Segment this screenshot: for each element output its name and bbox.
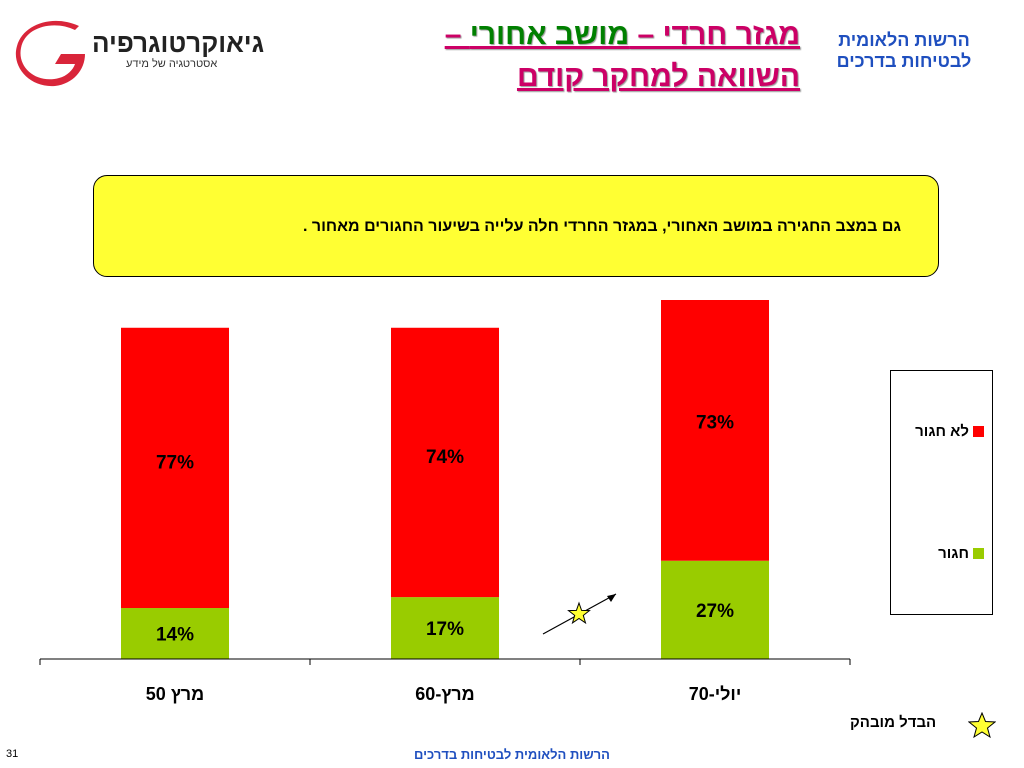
star-icon	[968, 712, 996, 738]
legend-label-not-belted: לא חגור	[915, 423, 969, 440]
data-label-belted-2: 27%	[696, 601, 734, 622]
x-tick-label-0: מרץ 50	[146, 684, 204, 704]
data-label-not-belted-1: 74%	[426, 447, 464, 468]
title-part-sector: מגזר חרדי –	[629, 18, 800, 51]
bar-not-belted-0	[121, 327, 229, 609]
bar-belted-0	[121, 608, 229, 659]
data-label-not-belted-0: 77%	[156, 452, 194, 473]
legend-label-belted: חגור	[938, 545, 969, 562]
data-label-belted-1: 17%	[426, 619, 464, 640]
logo-wordmark: גיאוקרטוגרפיה	[92, 28, 265, 58]
star-icon	[567, 601, 591, 625]
logo-tagline: אסטרטגיה של מידע	[126, 58, 218, 70]
page-title-line1: מגזר חרדי – מושב אחורי –	[445, 18, 800, 52]
data-label-not-belted-2: 73%	[696, 413, 734, 434]
significance-marker	[542, 593, 617, 635]
significance-legend-label: הבדל מובהק	[850, 714, 937, 731]
org-name-line2: לבטיחות בדרכים	[836, 51, 972, 71]
footer-org: הרשות הלאומית לבטיחות בדרכים	[414, 747, 610, 762]
org-name-line1: הרשות הלאומית	[838, 30, 970, 50]
chart-legend: לא חגור חגור	[890, 370, 993, 615]
x-tick-label-1: מרץ-60	[415, 684, 474, 704]
bar-belted-2	[661, 560, 769, 659]
legend-item-belted: חגור	[938, 545, 984, 562]
title-part-backseat: מושב אחורי	[469, 18, 630, 51]
trend-arrow-head-icon	[607, 594, 616, 602]
legend-swatch-red	[973, 426, 984, 437]
legend-swatch-green	[973, 548, 984, 559]
summary-callout-box	[93, 175, 939, 277]
org-name: הרשות הלאומית לבטיחות בדרכים	[824, 30, 984, 72]
page-title-line2: השוואה למחקר קודם	[516, 60, 800, 93]
summary-callout-text: גם במצב החגירה במושב האחורי, במגזר החרדי…	[302, 218, 901, 235]
bar-not-belted-2	[661, 300, 769, 561]
x-tick-label-2: יולי-70	[689, 684, 742, 704]
data-label-belted-0: 14%	[156, 625, 194, 646]
legend-item-not-belted: לא חגור	[915, 423, 984, 440]
logo-mark-icon	[15, 20, 85, 87]
bar-belted-1	[391, 597, 499, 659]
bar-not-belted-1	[391, 327, 499, 598]
page-number: 31	[6, 748, 19, 760]
stacked-bar-chart: 14% 77% 17% 74% 27% 73% מרץ 50 מרץ-60 יולי-70	[39, 300, 851, 704]
title-part-dash: –	[444, 18, 470, 51]
